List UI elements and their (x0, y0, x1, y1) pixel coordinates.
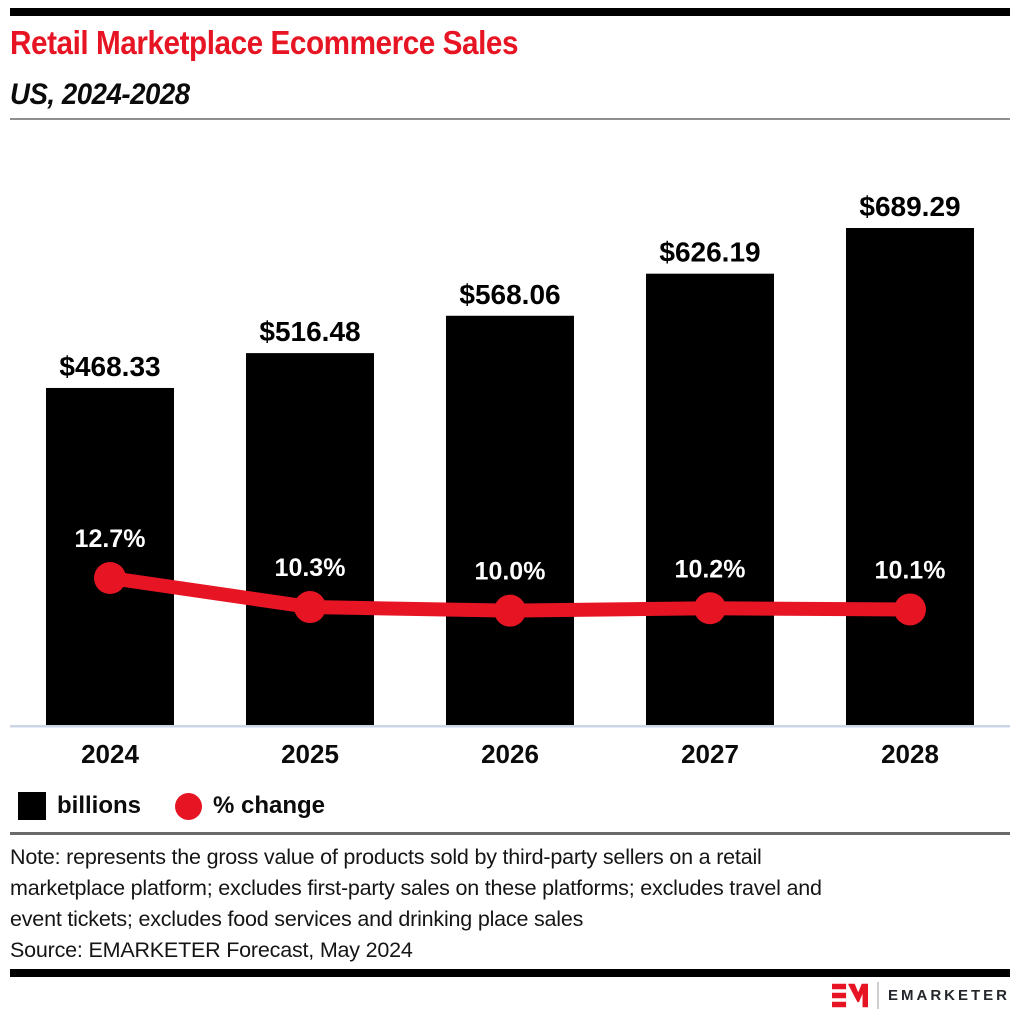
emarketer-logo-icon (831, 983, 868, 1008)
line-series-swatch (175, 792, 202, 820)
pct-label-2026: 10.0% (475, 558, 546, 586)
note-line-3: event tickets; excludes food services an… (10, 907, 584, 931)
source-text: Source: EMARKETER Forecast, May 2024 (10, 938, 413, 962)
brand-name: EMARKETER (887, 987, 1010, 1004)
bar-series-swatch (18, 792, 46, 820)
x-axis-line (10, 725, 1010, 728)
x-axis-label-2027: 2027 (681, 739, 739, 769)
bar-value-label-2026: $568.06 (459, 279, 560, 310)
x-axis-label-2025: 2025 (281, 739, 339, 769)
bar-2025 (246, 353, 374, 727)
legend-item-billions: billions (18, 792, 141, 820)
x-axis-label-2028: 2028 (881, 739, 939, 769)
note-line-2: marketplace platform; excludes first-par… (10, 876, 822, 900)
bar-value-label-2024: $468.33 (59, 351, 160, 382)
combo-chart: $468.33 2024 $516.48 2025 $568.06 2026 $626.19… (10, 191, 1010, 769)
brand-divider (876, 982, 879, 1009)
bar-2027 (646, 273, 774, 727)
bottom-accent-bar (10, 969, 1010, 977)
bar-2028 (846, 228, 974, 727)
pct-label-2028: 10.1% (875, 556, 946, 584)
top-accent-bar (10, 8, 1010, 16)
bar-value-label-2025: $516.48 (259, 316, 360, 347)
note-divider (10, 832, 1010, 835)
chart-legend: billions % change (18, 792, 325, 820)
line-point-2027 (694, 592, 726, 625)
legend-label-billions: billions (57, 792, 141, 819)
pct-label-2025: 10.3% (275, 554, 346, 582)
pct-label-2024: 12.7% (75, 525, 146, 553)
line-point-2028 (894, 593, 926, 626)
x-axis-label-2026: 2026 (481, 739, 539, 769)
header-divider (10, 118, 1010, 120)
note-line-1: Note: represents the gross value of prod… (10, 845, 762, 869)
chart-title: Retail Marketplace Ecommerce Sales (10, 24, 519, 61)
bar-2024 (46, 387, 174, 727)
brand-footer: EMARKETER (831, 982, 1010, 1009)
note-text: Note: represents the gross value of prod… (10, 842, 822, 935)
chart-subtitle: US, 2024-2028 (10, 78, 190, 111)
pct-label-2027: 10.2% (675, 555, 746, 583)
legend-item-pct-change: % change (175, 792, 325, 820)
legend-label-pct-change: % change (213, 792, 326, 819)
line-point-2024 (94, 562, 126, 594)
bar-value-label-2027: $626.19 (659, 237, 760, 268)
x-axis-label-2024: 2024 (81, 739, 139, 769)
line-point-2026 (494, 594, 526, 627)
line-point-2025 (294, 591, 326, 624)
bar-2026 (446, 315, 574, 727)
bar-value-label-2028: $689.29 (859, 191, 960, 222)
